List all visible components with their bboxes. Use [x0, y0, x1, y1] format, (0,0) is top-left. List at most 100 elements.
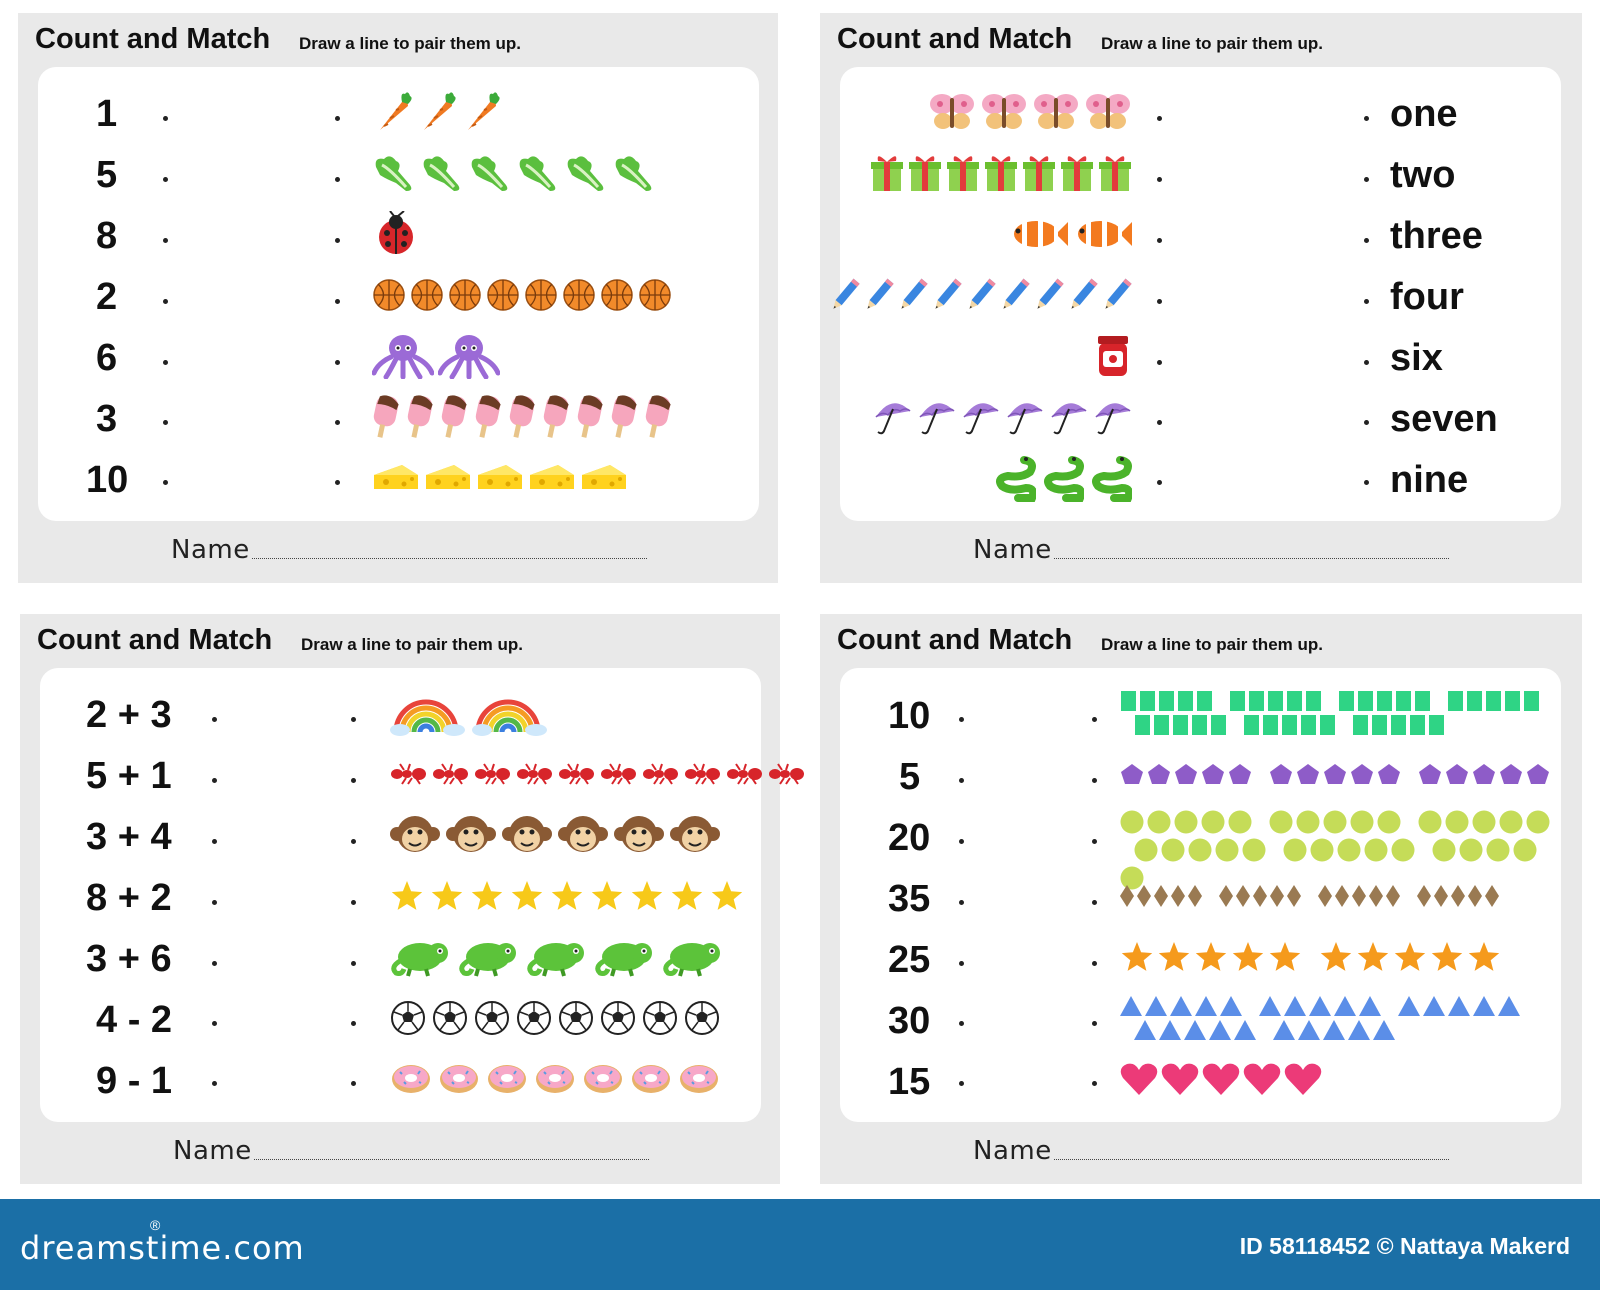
triangle-icon [1159, 1020, 1181, 1040]
match-dot[interactable] [212, 961, 217, 966]
donut-icon [534, 1062, 576, 1096]
match-dot[interactable] [959, 900, 964, 905]
picture-row [390, 932, 724, 982]
match-dot[interactable] [163, 116, 168, 121]
match-dot[interactable] [959, 839, 964, 844]
match-dot[interactable] [212, 717, 217, 722]
triangle-icon [1359, 996, 1381, 1016]
basketball-icon [524, 278, 558, 312]
picture-row [372, 148, 656, 198]
umbrella-icon [872, 397, 912, 437]
match-dot[interactable] [351, 839, 356, 844]
match-dot[interactable] [351, 1081, 356, 1086]
match-dot[interactable] [335, 238, 340, 243]
name-field[interactable]: Name [973, 535, 1449, 565]
match-dot[interactable] [335, 177, 340, 182]
triangle-icon [1348, 1020, 1370, 1040]
name-line[interactable] [253, 1159, 649, 1160]
name-line[interactable] [1053, 1159, 1449, 1160]
match-dot[interactable] [212, 778, 217, 783]
match-dot[interactable] [959, 961, 964, 966]
match-dot[interactable] [1092, 900, 1097, 905]
match-dot[interactable] [335, 299, 340, 304]
square-icon [1414, 691, 1430, 711]
match-dot[interactable] [351, 1021, 356, 1026]
match-dot[interactable] [212, 1081, 217, 1086]
match-dot[interactable] [1364, 360, 1369, 365]
match-dot[interactable] [351, 900, 356, 905]
number-label: 35 [888, 878, 931, 920]
star-icon [1319, 940, 1353, 974]
match-dot[interactable] [1157, 480, 1162, 485]
name-field[interactable]: Name [171, 535, 647, 565]
match-dot[interactable] [163, 360, 168, 365]
match-dot[interactable] [959, 1021, 964, 1026]
match-dot[interactable] [1364, 480, 1369, 485]
match-dot[interactable] [959, 778, 964, 783]
match-dot[interactable] [1092, 1021, 1097, 1026]
match-dot[interactable] [1364, 116, 1369, 121]
worksheet-instruction: Draw a line to pair them up. [299, 34, 521, 53]
match-dot[interactable] [163, 299, 168, 304]
square-icon [1210, 715, 1226, 735]
worksheet-instruction: Draw a line to pair them up. [1101, 34, 1323, 53]
match-dot[interactable] [335, 360, 340, 365]
match-dot[interactable] [1364, 238, 1369, 243]
name-line[interactable] [1053, 558, 1449, 559]
match-dot[interactable] [351, 961, 356, 966]
match-dot[interactable] [212, 1021, 217, 1026]
diamond-icon [1120, 885, 1134, 907]
match-dot[interactable] [1092, 717, 1097, 722]
match-dot[interactable] [1157, 420, 1162, 425]
circle-icon [1215, 838, 1239, 862]
match-dot[interactable] [1157, 238, 1162, 243]
match-dot[interactable] [163, 480, 168, 485]
match-dot[interactable] [1364, 177, 1369, 182]
match-dot[interactable] [1157, 177, 1162, 182]
match-dot[interactable] [1092, 778, 1097, 783]
match-dot[interactable] [1092, 1081, 1097, 1086]
circle-icon [1174, 810, 1198, 834]
match-dot[interactable] [959, 1081, 964, 1086]
pentagon-icon [1350, 763, 1374, 785]
expression-label: 9 - 1 [96, 1060, 173, 1102]
number-label: 10 [888, 695, 931, 737]
match-dot[interactable] [351, 778, 356, 783]
brand-logo[interactable]: dreamstime.com [20, 1229, 305, 1267]
image-credit: ID 58118452 © Nattaya Makerd [1239, 1233, 1570, 1259]
match-dot[interactable] [335, 116, 340, 121]
match-dot[interactable] [163, 177, 168, 182]
triangle-icon [1259, 996, 1281, 1016]
match-dot[interactable] [335, 480, 340, 485]
number-label: 20 [888, 817, 931, 859]
match-dot[interactable] [163, 420, 168, 425]
match-dot[interactable] [1157, 360, 1162, 365]
match-dot[interactable] [1092, 839, 1097, 844]
match-dot[interactable] [212, 839, 217, 844]
butterfly-icon [1032, 92, 1080, 132]
cheese-icon [528, 463, 576, 493]
match-dot[interactable] [1092, 961, 1097, 966]
star-icon [1268, 940, 1302, 974]
name-field[interactable]: Name [973, 1136, 1449, 1166]
butterfly-icon [980, 92, 1028, 132]
match-dot[interactable] [163, 238, 168, 243]
name-line[interactable] [251, 558, 647, 559]
match-dot[interactable] [959, 717, 964, 722]
match-dot[interactable] [351, 717, 356, 722]
picture-row [390, 749, 804, 799]
match-dot[interactable] [1157, 299, 1162, 304]
name-field[interactable]: Name [173, 1136, 649, 1166]
match-dot[interactable] [335, 420, 340, 425]
number-label: 15 [888, 1061, 931, 1103]
match-dot[interactable] [1364, 420, 1369, 425]
ant-icon [432, 762, 468, 786]
match-dot[interactable] [1157, 116, 1162, 121]
square-icon [1281, 715, 1297, 735]
circle-icon [1147, 810, 1171, 834]
diamond-icon [1270, 885, 1284, 907]
match-dot[interactable] [1364, 299, 1369, 304]
basketball-icon [410, 278, 444, 312]
number-label: 2 [96, 276, 118, 318]
match-dot[interactable] [212, 900, 217, 905]
